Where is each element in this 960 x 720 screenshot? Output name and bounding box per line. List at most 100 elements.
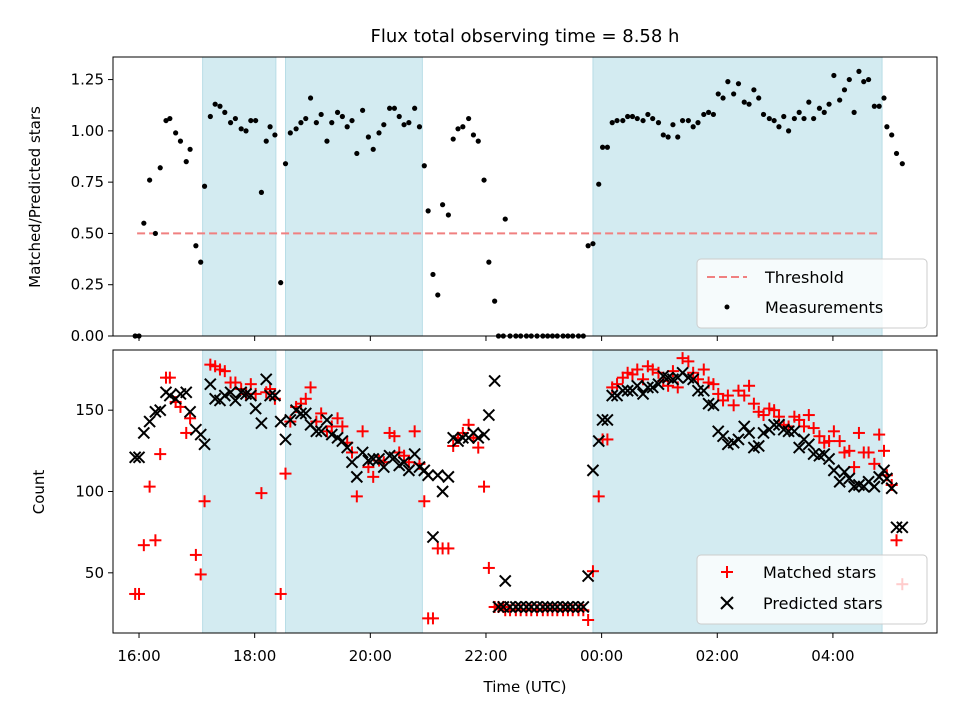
legend-matched-swatch <box>721 566 733 578</box>
y-tick-label: 0.00 <box>71 327 104 345</box>
legend-matched-label: Matched stars <box>763 563 876 582</box>
measurement-point <box>746 101 752 107</box>
predicted-star-point <box>581 569 595 583</box>
measurement-point <box>193 243 199 249</box>
measurement-point <box>163 117 169 124</box>
measurement-point <box>293 126 299 132</box>
measurement-point <box>272 132 278 138</box>
measurement-point <box>650 115 656 122</box>
predicted-star-point <box>646 381 659 394</box>
measurement-point <box>856 68 862 74</box>
predicted-star-point <box>356 446 369 459</box>
measurement-point <box>502 216 508 222</box>
top-legend-box <box>696 258 928 329</box>
matched-star-point <box>408 425 421 438</box>
predicted-star-point <box>488 374 501 388</box>
predicted-star-point <box>408 447 421 461</box>
predicted-star-point <box>132 451 146 464</box>
legend-measurements-label: Measurements <box>765 298 883 317</box>
measurement-point <box>466 115 472 122</box>
measurement-point <box>287 130 293 136</box>
predicted-star-point <box>631 379 644 392</box>
measurement-point <box>821 109 827 115</box>
predicted-star-point <box>606 389 619 402</box>
bottom-x-label: Time (UTC) <box>483 678 567 696</box>
predicted-star-point <box>482 408 496 422</box>
predicted-star-point <box>890 521 903 534</box>
predicted-star-point <box>229 394 242 407</box>
measurement-point <box>227 120 234 126</box>
matched-star-point <box>426 612 439 625</box>
predicted-star-point <box>556 600 570 614</box>
measurement-point <box>725 79 731 85</box>
predicted-star-point <box>868 480 881 493</box>
bottom-axes-frame <box>112 349 938 634</box>
observing-window <box>285 56 423 337</box>
predicted-star-point <box>204 377 217 391</box>
measurement-point <box>318 111 324 118</box>
predicted-star-point <box>436 485 449 498</box>
measurement-point <box>881 95 887 101</box>
matched-star-point <box>712 387 725 400</box>
matched-star-point <box>852 426 865 439</box>
measurement-point <box>670 122 676 128</box>
matched-star-point <box>279 467 292 480</box>
predicted-star-point <box>732 433 745 446</box>
predicted-star-point <box>877 464 891 477</box>
measurement-point <box>884 124 890 130</box>
measurement-point <box>435 292 441 298</box>
matched-star-point <box>592 490 605 503</box>
measurement-point <box>238 126 244 132</box>
predicted-star-point <box>128 451 142 464</box>
measurement-point <box>756 95 762 101</box>
measurement-point <box>679 117 686 124</box>
measurement-point <box>406 120 412 126</box>
measurement-point <box>861 79 867 85</box>
matched-star-point <box>274 587 287 600</box>
predicted-star-point <box>426 530 440 544</box>
matched-star-point <box>738 389 751 402</box>
predicted-star-point <box>492 600 505 614</box>
predicted-star-point <box>397 456 411 469</box>
matched-star-point <box>873 428 886 441</box>
matched-star-point <box>721 389 734 402</box>
predicted-star-point <box>536 600 550 614</box>
measurement-point <box>655 120 662 126</box>
predicted-star-point <box>456 431 470 445</box>
predicted-star-point <box>757 426 770 440</box>
predicted-star-point <box>274 415 287 428</box>
measurement-point <box>445 212 451 218</box>
matched-star-point <box>743 379 756 392</box>
predicted-star-point <box>388 451 401 464</box>
observing-window <box>285 349 423 634</box>
matched-star-point <box>367 470 380 483</box>
measurement-point <box>741 99 747 105</box>
x-tick-label: 22:00 <box>464 647 507 665</box>
measurement-point <box>460 124 466 130</box>
predicted-star-point <box>792 441 806 454</box>
measurement-point <box>167 115 173 122</box>
legend-predicted-swatch <box>720 596 734 610</box>
measurement-point <box>282 161 289 167</box>
matched-star-point <box>682 355 695 368</box>
matched-star-point <box>862 446 875 459</box>
predicted-star-point <box>402 464 416 477</box>
top-y-label: Matched/Predicted stars <box>26 106 44 288</box>
predicted-star-point <box>833 475 846 488</box>
matched-star-point <box>336 420 349 433</box>
predicted-star-point <box>499 574 512 588</box>
measurement-point <box>614 117 620 124</box>
measurement-point <box>620 117 626 124</box>
matched-star-point <box>877 444 890 457</box>
measurement-point <box>629 113 636 120</box>
measurement-point <box>360 107 366 113</box>
matched-star-point <box>356 425 369 438</box>
matched-star-point <box>255 487 268 500</box>
measurement-point <box>381 122 387 128</box>
predicted-star-point <box>577 600 590 614</box>
measurement-point <box>141 220 147 226</box>
predicted-star-point <box>596 413 609 427</box>
predicted-star-point <box>284 413 297 427</box>
predicted-star-point <box>782 425 795 438</box>
predicted-star-point <box>218 389 232 402</box>
